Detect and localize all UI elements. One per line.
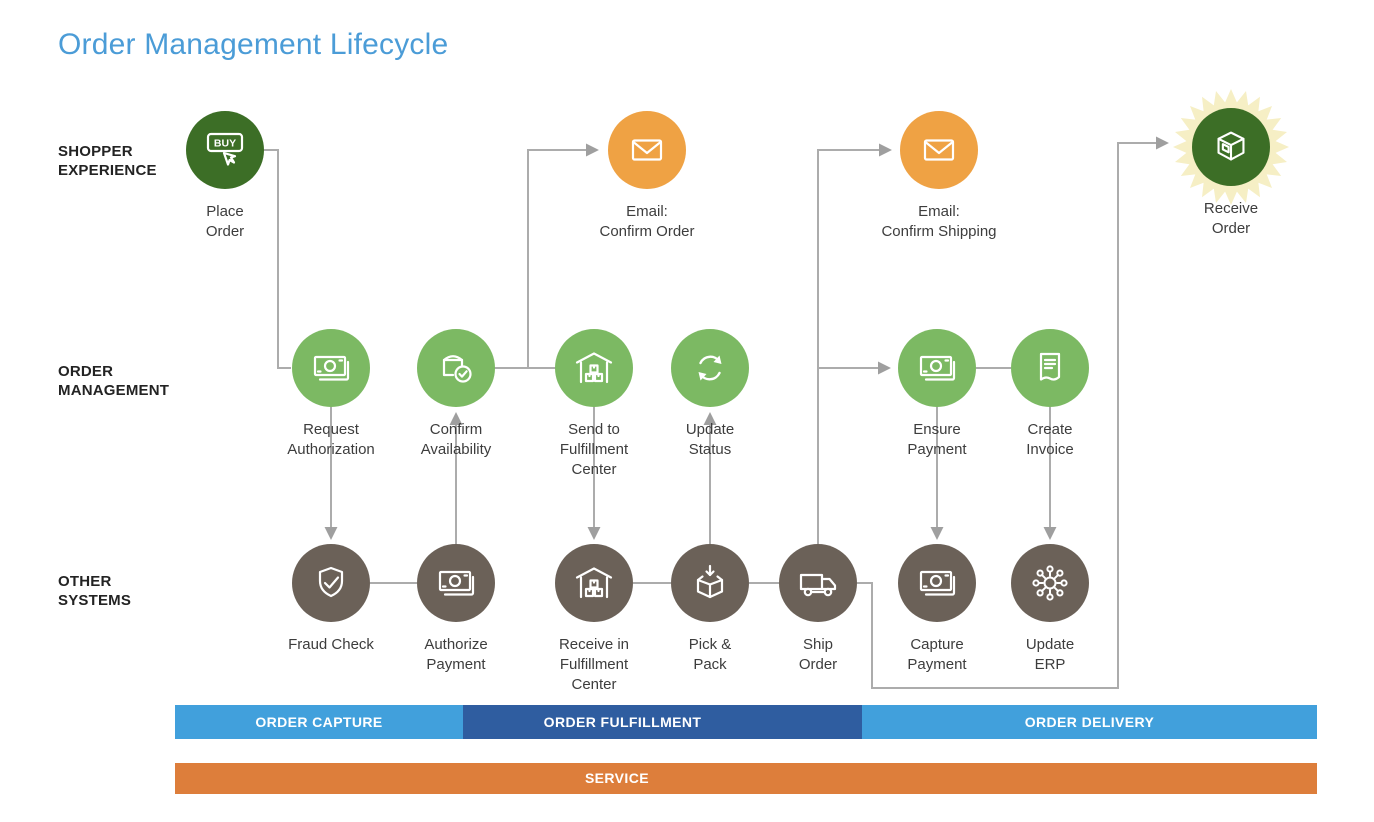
node-create-invoice: Create Invoice [985,329,1115,460]
node-label: Authorize Payment [424,636,488,673]
update-erp-circle [1011,544,1089,622]
node-receive-in-fulfillment-center: Receive in Fulfillment Center [529,544,659,694]
node-place-order: BUY Place Order [160,111,290,242]
cash-icon [313,355,350,381]
node-fraud-check: Fraud Check [266,544,396,655]
lane-label-other-systems: OTHER SYSTEMS [58,573,132,610]
node-label: Ensure Payment [907,421,967,458]
node-receive-order: Receive Order [1166,89,1296,239]
shield-check-icon [318,566,344,598]
cash-icon [438,570,475,596]
phase-label: ORDER FULFILLMENT [543,714,702,730]
node-capture-payment: Capture Payment [872,544,1002,675]
node-pick-and-pack: Pick & Pack [645,544,775,675]
node-email-confirm-shipping: Email: Confirm Shipping [874,111,1004,242]
node-label: Send to Fulfillment Center [559,421,629,478]
node-confirm-availability: Confirm Availability [391,329,521,460]
ship-order-circle [779,544,857,622]
phase-label: ORDER DELIVERY [1024,714,1155,730]
node-email-confirm-order: Email: Confirm Order [582,111,712,242]
pack-box-icon [696,564,724,599]
receive-order-circle [1192,108,1270,186]
send-to-fulfillment-center-circle [555,329,633,407]
update-status-circle [671,329,749,407]
warehouse-icon [575,352,613,384]
node-send-to-fulfillment-center: Send to Fulfillment Center [529,329,659,479]
envelope-icon [631,139,663,161]
truck-icon [799,573,837,597]
service-bar: SERVICE [175,763,1317,794]
cash-icon [919,355,956,381]
page-title: Order Management Lifecycle [58,28,449,61]
envelope-icon [923,139,955,161]
phase-label: ORDER CAPTURE [255,714,383,730]
confirm-availability-circle [417,329,495,407]
capture-payment-circle [898,544,976,622]
node-label: Update Status [685,421,735,458]
node-label: Receive in Fulfillment Center [558,636,630,693]
node-label: Capture Payment [907,636,967,673]
email-confirm-shipping-circle [900,111,978,189]
phase-order-capture: ORDER CAPTURE [175,705,463,739]
authorize-payment-circle [417,544,495,622]
node-label: Pick & Pack [688,636,732,673]
node-request-authorization: Request Authorization [266,329,396,460]
node-ship-order: Ship Order [753,544,883,675]
receive-in-fulfillment-center-circle [555,544,633,622]
node-label: Receive Order [1203,200,1259,237]
place-order-circle: BUY [186,111,264,189]
phase-bar: ORDER CAPTURE ORDER FULFILLMENT ORDER DE… [175,705,1317,739]
warehouse-icon [575,567,613,599]
fraud-check-circle [292,544,370,622]
package-box-icon [1217,131,1245,161]
hub-icon [1032,565,1068,601]
service-label: SERVICE [584,770,649,786]
node-label: Request Authorization [287,421,375,458]
node-label: Place Order [205,203,245,240]
lane-label-order-management: ORDER MANAGEMENT [58,363,170,400]
node-update-erp: Update ERP [985,544,1115,675]
node-authorize-payment: Authorize Payment [391,544,521,675]
phase-order-fulfillment: ORDER FULFILLMENT [463,705,862,739]
cash-icon [919,570,956,596]
ensure-payment-circle [898,329,976,407]
buy-button-icon: BUY [206,132,244,166]
create-invoice-circle [1011,329,1089,407]
node-label: Update ERP [1025,636,1075,673]
node-ensure-payment: Ensure Payment [872,329,1002,460]
pick-and-pack-circle [671,544,749,622]
node-label: Create Invoice [1026,421,1074,458]
phase-order-delivery: ORDER DELIVERY [862,705,1317,739]
bag-check-icon [442,355,472,383]
node-update-status: Update Status [645,329,775,460]
request-authorization-circle [292,329,370,407]
node-label: Ship Order [798,636,838,673]
invoice-icon [1039,352,1061,381]
node-label: Fraud Check [288,636,374,653]
refresh-icon [698,355,722,381]
node-label: Confirm Availability [420,421,492,458]
node-label: Email: Confirm Shipping [881,203,997,240]
email-confirm-order-circle [608,111,686,189]
lane-label-shopper-experience: SHOPPER EXPERIENCE [58,143,157,180]
svg-text:BUY: BUY [214,138,236,150]
node-label: Email: Confirm Order [599,203,695,240]
